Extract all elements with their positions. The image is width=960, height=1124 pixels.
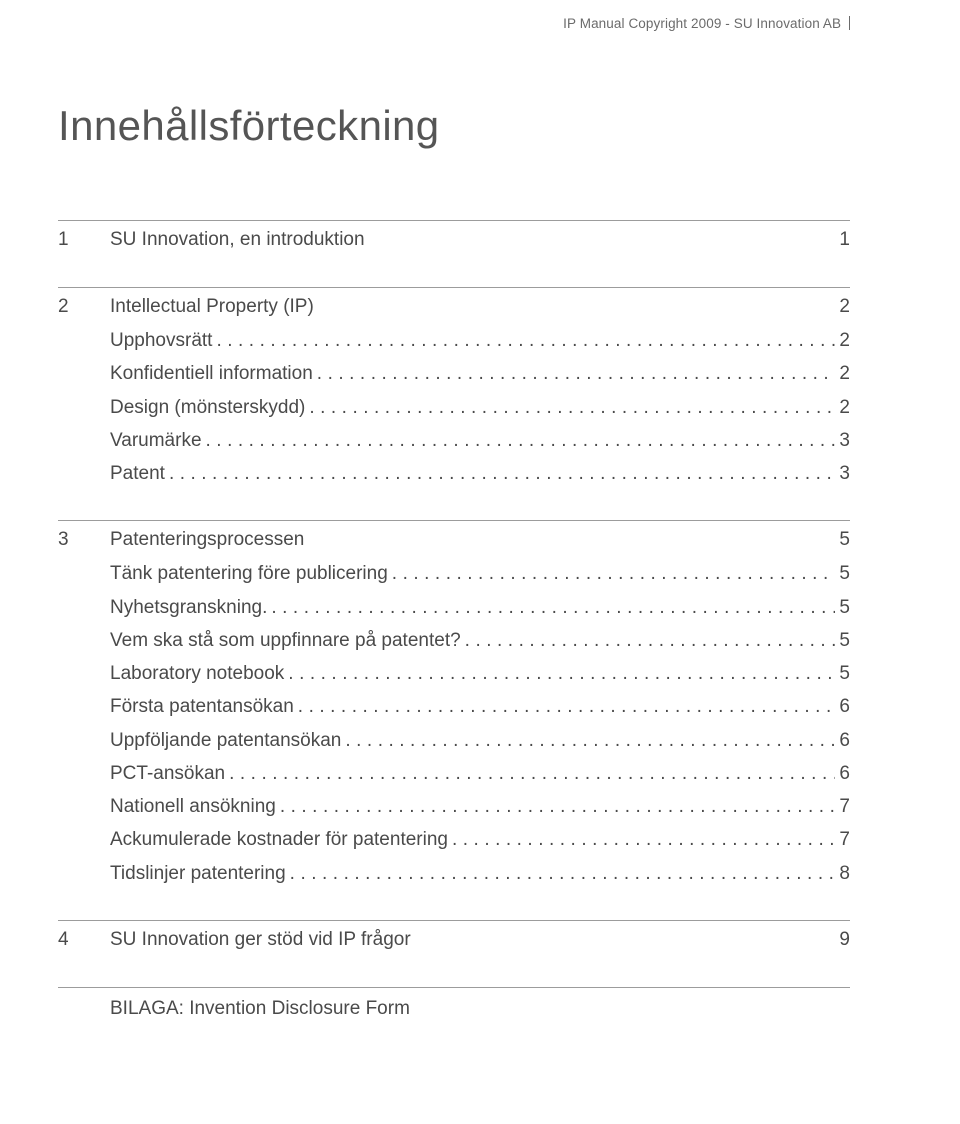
running-head-text: IP Manual Copyright 2009 - SU Innovation… — [563, 16, 841, 31]
toc-section-number: 2 — [58, 296, 110, 318]
toc-entry-page: 2 — [839, 391, 850, 424]
toc-entry: Varumärke ..............................… — [58, 424, 850, 457]
toc-leaders: ........................................… — [290, 857, 836, 890]
toc-section-head: 4 SU Innovation ger stöd vid IP frågor 9 — [58, 929, 850, 951]
toc-leaders: ........................................… — [271, 591, 835, 624]
table-of-contents: 1 SU Innovation, en introduktion 1 2 Int… — [58, 220, 850, 1020]
toc-leaders: ........................................… — [465, 624, 836, 657]
toc-entry: Vem ska stå som uppfinnare på patentet? … — [58, 624, 850, 657]
toc-section: 1 SU Innovation, en introduktion 1 — [58, 220, 850, 265]
toc-leaders: ........................................… — [280, 790, 836, 823]
page-title: Innehållsförteckning — [58, 102, 850, 150]
toc-section-number: 3 — [58, 529, 110, 551]
toc-section-title: Patenteringsprocessen — [110, 529, 829, 551]
toc-entry-label: Konfidentiell information — [110, 357, 313, 390]
toc-section-page: 5 — [839, 529, 850, 551]
toc-entry: Uppföljande patentansökan ..............… — [58, 724, 850, 757]
toc-leaders: ........................................… — [298, 690, 836, 723]
toc-entry: Nationell ansökning ....................… — [58, 790, 850, 823]
toc-entry-page: 2 — [839, 324, 850, 357]
toc-entry-page: 3 — [839, 424, 850, 457]
toc-section-number: 1 — [58, 229, 110, 251]
toc-leaders: ........................................… — [452, 823, 835, 856]
toc-entry: Tänk patentering före publicering ......… — [58, 557, 850, 590]
toc-entry-label: Nyhetsgranskning. — [110, 591, 267, 624]
toc-leaders: ........................................… — [392, 557, 836, 590]
toc-entries: Upphovsrätt ............................… — [58, 324, 850, 490]
toc-leaders: ........................................… — [206, 424, 836, 457]
running-head-divider — [849, 16, 850, 30]
toc-entry: Nyhetsgranskning. ......................… — [58, 591, 850, 624]
toc-entry: Upphovsrätt ............................… — [58, 324, 850, 357]
toc-entry-page: 5 — [839, 657, 850, 690]
toc-leaders: ........................................… — [229, 757, 835, 790]
toc-entry-label: Vem ska stå som uppfinnare på patentet? — [110, 624, 461, 657]
toc-entry: Konfidentiell information ..............… — [58, 357, 850, 390]
toc-leaders: ........................................… — [309, 391, 835, 424]
toc-entry-label: Tänk patentering före publicering — [110, 557, 388, 590]
toc-entry-label: PCT-ansökan — [110, 757, 225, 790]
section-gap — [58, 965, 850, 987]
toc-entry-label: Tidslinjer patentering — [110, 857, 286, 890]
toc-entry-page: 3 — [839, 457, 850, 490]
toc-entry-page: 5 — [839, 557, 850, 590]
toc-section-number: 4 — [58, 929, 110, 951]
toc-entry: Patent .................................… — [58, 457, 850, 490]
toc-section: 3 Patenteringsprocessen 5 Tänk patenteri… — [58, 520, 850, 898]
toc-section-page: 9 — [839, 929, 850, 951]
toc-entry: Design (mönsterskydd) ..................… — [58, 391, 850, 424]
toc-entries: Tänk patentering före publicering ......… — [58, 557, 850, 890]
section-gap — [58, 498, 850, 520]
toc-entry-page: 6 — [839, 757, 850, 790]
toc-section-page: 1 — [839, 229, 850, 251]
toc-entry-page: 7 — [839, 823, 850, 856]
section-gap — [58, 898, 850, 920]
toc-entry-page: 2 — [839, 357, 850, 390]
toc-appendix-label: BILAGA: Invention Disclosure Form — [110, 998, 410, 1019]
toc-entry-label: Första patentansökan — [110, 690, 294, 723]
toc-leaders: ........................................… — [345, 724, 835, 757]
toc-appendix: BILAGA: Invention Disclosure Form — [58, 987, 850, 1020]
toc-entry-page: 5 — [839, 591, 850, 624]
toc-leaders: ........................................… — [317, 357, 836, 390]
toc-leaders: ........................................… — [288, 657, 835, 690]
running-head: IP Manual Copyright 2009 - SU Innovation… — [563, 16, 850, 31]
toc-entry: Ackumulerade kostnader för patentering .… — [58, 823, 850, 856]
toc-leaders: ........................................… — [169, 457, 835, 490]
toc-section: 4 SU Innovation ger stöd vid IP frågor 9 — [58, 920, 850, 965]
toc-entry-label: Nationell ansökning — [110, 790, 276, 823]
toc-entry-page: 6 — [839, 690, 850, 723]
toc-entry-page: 5 — [839, 624, 850, 657]
toc-entry-label: Laboratory notebook — [110, 657, 284, 690]
toc-section-head: 1 SU Innovation, en introduktion 1 — [58, 229, 850, 251]
toc-entry: Laboratory notebook ....................… — [58, 657, 850, 690]
toc-entry-label: Design (mönsterskydd) — [110, 391, 305, 424]
toc-section: 2 Intellectual Property (IP) 2 Upphovsrä… — [58, 287, 850, 498]
toc-entry-label: Varumärke — [110, 424, 202, 457]
toc-entry-page: 8 — [839, 857, 850, 890]
toc-section-head: 2 Intellectual Property (IP) 2 — [58, 296, 850, 318]
toc-entry-page: 7 — [839, 790, 850, 823]
toc-section-title: Intellectual Property (IP) — [110, 296, 829, 318]
toc-entry-label: Upphovsrätt — [110, 324, 212, 357]
toc-entry: Första patentansökan ...................… — [58, 690, 850, 723]
toc-entry-label: Patent — [110, 457, 165, 490]
section-gap — [58, 265, 850, 287]
toc-entry-label: Ackumulerade kostnader för patentering — [110, 823, 448, 856]
toc-entry-page: 6 — [839, 724, 850, 757]
toc-entry: Tidslinjer patentering .................… — [58, 857, 850, 890]
toc-section-page: 2 — [839, 296, 850, 318]
toc-section-title: SU Innovation, en introduktion — [110, 229, 829, 251]
page: IP Manual Copyright 2009 - SU Innovation… — [0, 0, 960, 1124]
toc-section-head: 3 Patenteringsprocessen 5 — [58, 529, 850, 551]
toc-entry: PCT-ansökan ............................… — [58, 757, 850, 790]
toc-entry-label: Uppföljande patentansökan — [110, 724, 341, 757]
toc-section-title: SU Innovation ger stöd vid IP frågor — [110, 929, 829, 951]
toc-leaders: ........................................… — [216, 324, 835, 357]
